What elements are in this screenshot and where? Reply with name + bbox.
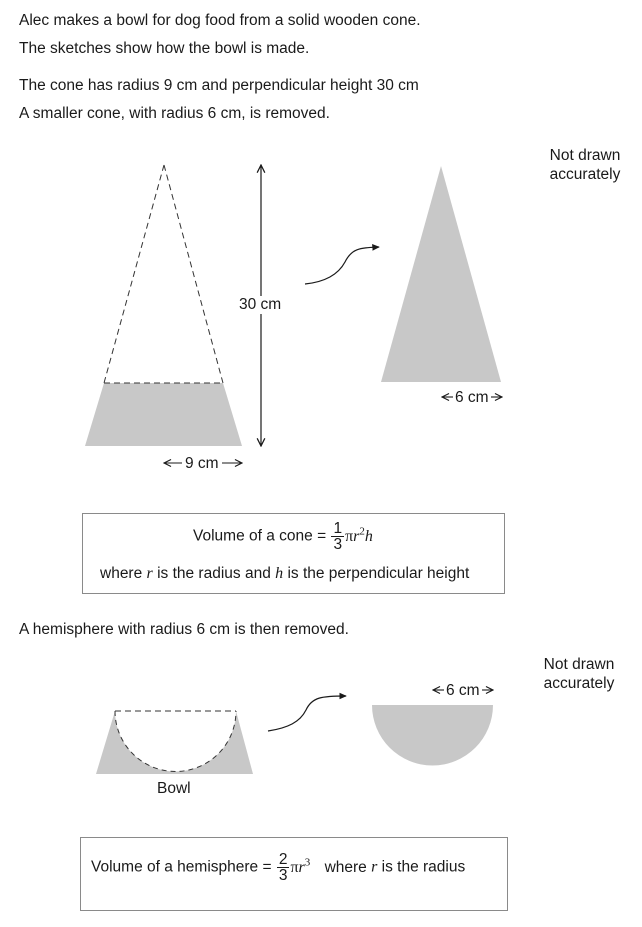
cone-where-h: h — [275, 565, 284, 582]
cone-formula-fraction: 1 3 — [331, 520, 345, 553]
cone-formula: Volume of a cone = 1 3 πr2h — [193, 520, 373, 553]
curved-arrow-2 — [267, 692, 347, 732]
hemisphere-fraction-numerator: 2 — [276, 851, 290, 868]
hemisphere-pi: π — [290, 858, 299, 876]
hemisphere-expression: πr3 — [290, 856, 311, 876]
hemisphere-suffix-2: is the radius — [381, 858, 466, 876]
cone-diagram — [85, 0, 642, 500]
height-label: 30 cm — [238, 296, 283, 314]
not-drawn-note-top: Not drawn accurately — [540, 146, 630, 184]
hemisphere-formula: Volume of a hemisphere = 2 3 πr3 where r… — [91, 851, 466, 884]
hemisphere-formula-box: Volume of a hemisphere = 2 3 πr3 where r… — [80, 837, 508, 911]
small-cone-label: 6 cm — [455, 389, 489, 406]
hemisphere-suffix-r: r — [371, 858, 378, 876]
bowl-shape — [96, 711, 253, 774]
base-label: 9 cm — [185, 455, 219, 472]
hemisphere-formula-prefix: Volume of a hemisphere = — [91, 858, 272, 876]
note-top-line-1: Not drawn — [549, 147, 621, 164]
hemisphere-suffix-1: where — [324, 858, 367, 876]
note-bottom-line-1: Not drawn — [543, 656, 615, 673]
cone-where-r: r — [146, 565, 153, 582]
note-bottom-line-2: accurately — [543, 675, 615, 692]
bowl-cavity-dashed — [114, 710, 237, 772]
hemisphere-exponent: 3 — [304, 856, 311, 869]
cone-r: r — [353, 527, 360, 545]
removed-cone-left-edge — [103, 164, 165, 384]
hemisphere-formula-fraction: 2 3 — [276, 851, 290, 884]
frustum-shape — [85, 383, 242, 446]
intro-line-3: The cone has radius 9 cm and perpendicul… — [19, 77, 419, 94]
hemisphere-shape — [372, 705, 493, 766]
removed-cone-right-edge — [163, 164, 224, 384]
curved-arrow-1 — [304, 243, 380, 285]
hemisphere-text: A hemisphere with radius 6 cm is then re… — [19, 621, 349, 638]
not-drawn-note-bottom: Not drawn accurately — [534, 655, 624, 693]
cone-where-2: is the radius and — [157, 565, 271, 582]
cone-formula-where: where r is the radius and h is the perpe… — [100, 565, 469, 583]
cone-where-1: where — [100, 565, 143, 582]
cone-fraction-numerator: 1 — [331, 520, 345, 537]
intro-line-4: A smaller cone, with radius 6 cm, is rem… — [19, 105, 330, 122]
cone-where-3: is the perpendicular height — [287, 565, 470, 582]
bowl-label: Bowl — [157, 780, 191, 797]
small-cone-shape — [381, 166, 501, 382]
cone-exponent: 2 — [359, 525, 365, 538]
cone-formula-prefix: Volume of a cone = — [193, 527, 327, 545]
hemisphere-label: 6 cm — [446, 682, 480, 699]
hemisphere-fraction-denominator: 3 — [278, 867, 288, 884]
intro-line-2: The sketches show how the bowl is made. — [19, 40, 310, 57]
cone-pi: π — [345, 527, 354, 545]
cone-h: h — [364, 527, 373, 545]
intro-line-1: Alec makes a bowl for dog food from a so… — [19, 12, 421, 29]
note-top-line-2: accurately — [549, 166, 621, 183]
cone-fraction-denominator: 3 — [333, 536, 343, 553]
cone-expression: πr2h — [345, 525, 373, 545]
hemisphere-r: r — [298, 858, 305, 876]
cone-formula-box: Volume of a cone = 1 3 πr2h where r is t… — [82, 513, 505, 594]
